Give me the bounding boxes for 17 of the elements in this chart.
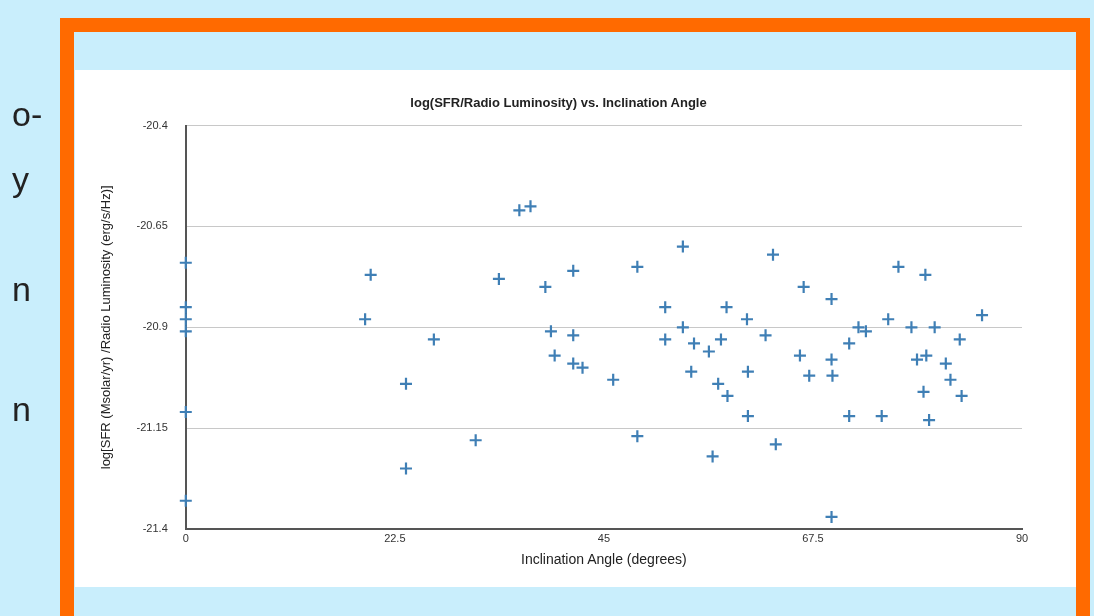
y-tick-label: -21.15 [136,421,168,434]
x-tick-label: 22.5 [384,531,406,544]
text: n [12,270,31,309]
y-tick-label: -21.4 [142,522,168,535]
text: o- [12,95,43,134]
x-axis-title: Inclination Angle (degrees) [521,551,687,568]
y-tick-label: -20.65 [136,219,168,232]
x-tick-label: 67.5 [802,531,824,544]
x-tick-label: 90 [1015,531,1029,544]
y-tick-label: -20.4 [142,118,168,131]
x-tick-label: 0 [182,531,189,544]
text: n [12,390,31,429]
y-axis-title: log[SFR (Msolar/yr) /Radio Luminosity (erg/s/Hz)] [98,185,114,470]
chart-title: log(SFR/Radio Luminosity) vs. Inclination Angle [410,95,707,111]
text: y [12,160,29,199]
y-tick-label: -20.9 [142,320,168,333]
x-tick-label: 45 [597,531,611,544]
